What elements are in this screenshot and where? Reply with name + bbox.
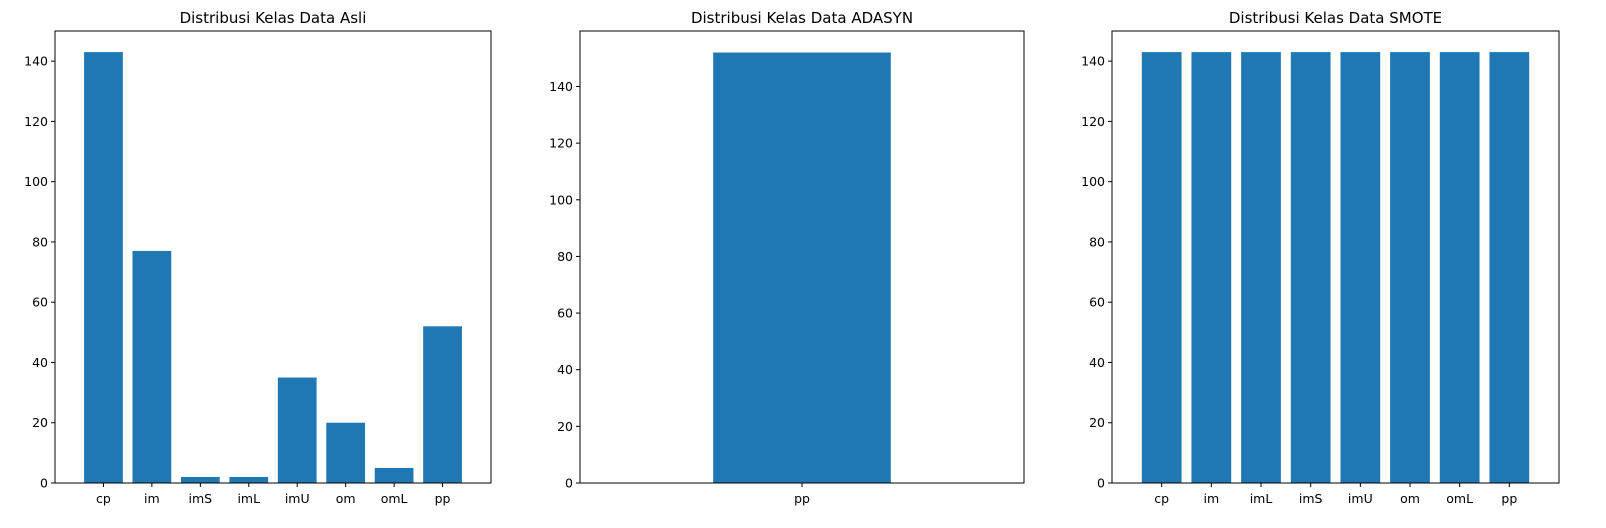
bar-cp xyxy=(84,52,123,484)
x-tick-label: omL xyxy=(1446,491,1473,506)
bar-imU xyxy=(1340,52,1381,484)
y-tick-label: 140 xyxy=(1081,54,1105,69)
y-tick-label: 120 xyxy=(549,136,573,151)
bar-pp xyxy=(1489,52,1530,484)
y-tick-label: 100 xyxy=(549,192,573,207)
bar-imS xyxy=(1290,52,1331,484)
bar-omL xyxy=(374,467,414,483)
x-tick-label: imS xyxy=(1299,491,1323,506)
y-tick-label: 80 xyxy=(1089,234,1105,249)
y-tick-label: 0 xyxy=(565,476,573,491)
axes-frame xyxy=(1111,30,1560,484)
chart-panel-3: Distribusi Kelas Data SMOTE 0 20 40 60 80 100 1… xyxy=(1081,9,1560,506)
bar-cp xyxy=(1141,52,1182,484)
bar-om xyxy=(1390,52,1430,484)
y-tick-label: 140 xyxy=(24,54,48,69)
bar-imL xyxy=(229,476,269,483)
x-tick-label: pp xyxy=(435,491,451,506)
x-tick-label: imU xyxy=(1348,491,1373,506)
y-tick-label: 100 xyxy=(24,174,48,189)
y-tick-label: 20 xyxy=(32,415,48,430)
y-tick-label: 40 xyxy=(557,362,573,377)
bar-omL xyxy=(1439,52,1480,484)
y-tick-label: 20 xyxy=(1089,415,1105,430)
bar-imU xyxy=(277,377,317,483)
y-tick-label: 40 xyxy=(32,355,48,370)
x-tick-label: imU xyxy=(285,491,310,506)
x-tick-label: imL xyxy=(237,491,260,506)
bar-pp xyxy=(423,326,462,483)
bar-om xyxy=(326,422,366,483)
bar-im xyxy=(1191,52,1232,484)
x-tick-label: pp xyxy=(1501,491,1517,506)
x-tick-label: im xyxy=(1204,491,1220,506)
y-tick-label: 60 xyxy=(557,306,573,321)
chart-panel-1: Distribusi Kelas Data Asli 0 20 40 60 80 100 12… xyxy=(24,9,492,506)
bar-pp xyxy=(713,52,891,484)
x-tick-label: imL xyxy=(1250,491,1273,506)
y-tick-label: 120 xyxy=(24,114,48,129)
y-tick-label: 140 xyxy=(549,79,573,94)
x-tick-label: im xyxy=(144,491,160,506)
y-tick-label: 120 xyxy=(1081,114,1105,129)
y-tick-label: 40 xyxy=(1089,355,1105,370)
bar-im xyxy=(132,250,172,483)
y-tick-label: 100 xyxy=(1081,174,1105,189)
y-tick-label: 60 xyxy=(1089,295,1105,310)
chart-title: Distribusi Kelas Data SMOTE xyxy=(1229,9,1442,27)
y-tick-label: 0 xyxy=(1097,476,1105,491)
y-tick-label: 60 xyxy=(32,295,48,310)
axes-frame xyxy=(54,30,492,484)
bar-imS xyxy=(180,476,220,483)
x-tick-label: om xyxy=(1400,491,1420,506)
x-tick-label: cp xyxy=(1154,491,1169,506)
x-tick-label: pp xyxy=(794,491,810,506)
y-tick-label: 0 xyxy=(40,476,48,491)
chart-panel-2: Distribusi Kelas Data ADASYN 0 20 40 60 80 100… xyxy=(549,9,1025,506)
chart-title: Distribusi Kelas Data ADASYN xyxy=(691,9,913,27)
bar-imL xyxy=(1241,52,1281,484)
y-tick-label: 80 xyxy=(32,234,48,249)
y-tick-label: 20 xyxy=(557,419,573,434)
x-tick-label: om xyxy=(336,491,356,506)
x-tick-label: cp xyxy=(96,491,111,506)
x-tick-label: imS xyxy=(189,491,213,506)
x-tick-label: omL xyxy=(381,491,408,506)
y-tick-label: 80 xyxy=(557,249,573,264)
chart-title: Distribusi Kelas Data Asli xyxy=(180,9,367,27)
